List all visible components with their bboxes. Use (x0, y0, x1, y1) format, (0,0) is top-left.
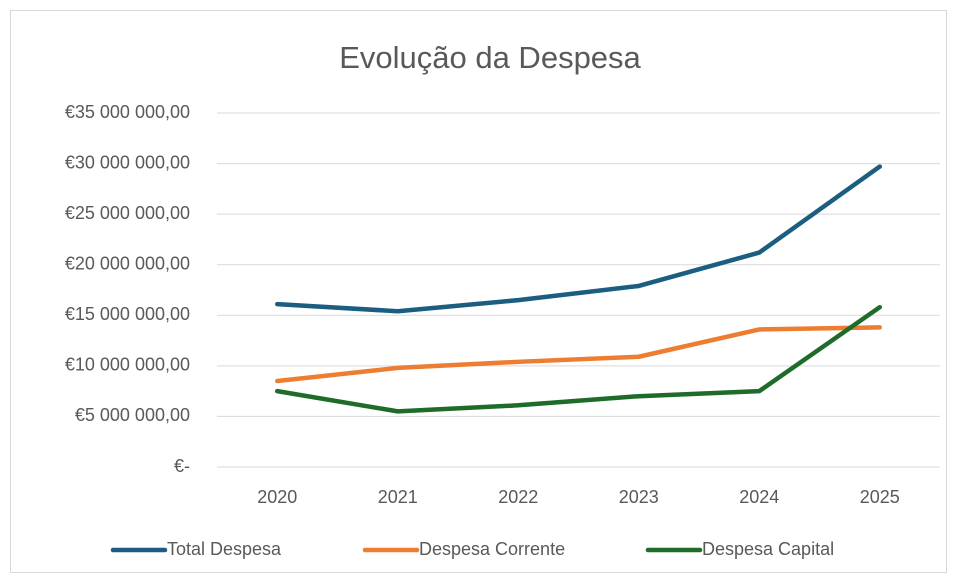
y-tick-label: €35 000 000,00 (65, 102, 190, 122)
legend-label: Total Despesa (167, 539, 282, 559)
y-tick-label: €15 000 000,00 (65, 304, 190, 324)
y-tick-label: €10 000 000,00 (65, 355, 190, 375)
x-tick-label: 2024 (739, 487, 779, 507)
x-tick-label: 2022 (498, 487, 538, 507)
y-tick-label: €5 000 000,00 (75, 405, 190, 425)
series-line (275, 164, 882, 314)
x-tick-label: 2021 (378, 487, 418, 507)
x-tick-label: 2025 (860, 487, 900, 507)
series-line (275, 325, 882, 384)
series-line (275, 304, 882, 414)
chart-frame (10, 10, 947, 573)
y-tick-label: €20 000 000,00 (65, 253, 190, 273)
y-tick-label: €30 000 000,00 (65, 152, 190, 172)
legend-label: Despesa Capital (702, 539, 834, 559)
legend-label: Despesa Corrente (419, 539, 565, 559)
x-tick-label: 2023 (619, 487, 659, 507)
y-tick-label: €25 000 000,00 (65, 203, 190, 223)
chart-title: Evolução da Despesa (339, 40, 641, 75)
y-tick-label: €- (174, 456, 190, 476)
x-tick-label: 2020 (257, 487, 297, 507)
